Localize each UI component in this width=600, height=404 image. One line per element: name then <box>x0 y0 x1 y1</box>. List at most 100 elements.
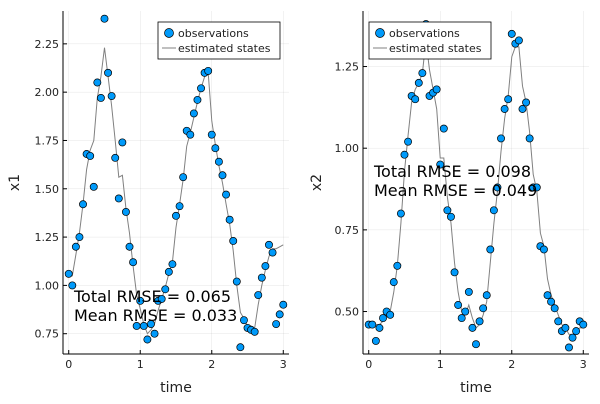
observation-point <box>107 92 116 100</box>
y-tick-label: 1.50 <box>35 183 60 196</box>
observation-point <box>68 281 77 290</box>
observation-point <box>368 320 377 329</box>
legend-observations-label: observations <box>389 27 460 40</box>
rmse-annotation: Total RMSE = 0.098 <box>373 162 531 181</box>
observation-point <box>147 320 155 328</box>
y-tick-label: 1.25 <box>335 61 360 74</box>
observation-point <box>75 233 84 242</box>
observation-point <box>561 323 570 332</box>
observation-point <box>539 245 548 254</box>
observation-point <box>472 340 480 349</box>
observation-point <box>257 273 266 282</box>
observation-point <box>86 151 95 160</box>
observation-point <box>275 310 284 319</box>
y-axis-label: x1 <box>7 174 23 191</box>
observation-point <box>143 335 152 344</box>
observation-point <box>186 130 195 139</box>
observation-point <box>493 183 502 192</box>
x-tick-label: 2 <box>508 358 515 371</box>
observation-point <box>375 323 384 332</box>
observation-point <box>96 94 105 102</box>
rmse-annotation: Mean RMSE = 0.033 <box>74 306 237 325</box>
observation-point <box>261 262 270 271</box>
observation-point <box>379 314 387 323</box>
x-tick-label: 1 <box>437 358 444 371</box>
observation-point <box>479 304 488 313</box>
observation-point <box>522 98 531 107</box>
observation-point <box>436 160 445 169</box>
observation-point <box>432 85 441 94</box>
observation-point <box>443 206 452 215</box>
observation-point <box>404 137 413 146</box>
observation-point <box>229 237 238 245</box>
observation-point <box>265 240 273 249</box>
observation-point <box>450 268 459 277</box>
observation-point <box>89 182 98 191</box>
observation-point <box>168 260 177 269</box>
observation-point <box>125 242 134 251</box>
observation-point <box>272 320 281 328</box>
observation-point <box>518 105 527 113</box>
observation-point <box>239 316 248 325</box>
legend-box <box>368 21 492 60</box>
observation-point <box>565 343 573 352</box>
observation-point <box>222 190 231 199</box>
legend-box <box>157 21 281 60</box>
y-axis-label: x2 <box>309 174 325 191</box>
y-tick-label: 1.00 <box>335 142 360 155</box>
observation-point <box>197 84 205 93</box>
observation-point <box>464 287 473 296</box>
legend-observations-marker <box>375 28 385 38</box>
observation-point <box>232 277 241 286</box>
y-tick-label: 1.25 <box>35 231 60 244</box>
y-tick-label: 2.00 <box>35 86 60 99</box>
observation-point <box>532 183 541 192</box>
observation-point <box>157 294 166 303</box>
y-tick-label: 0.75 <box>35 328 60 341</box>
rmse-annotation: Mean RMSE = 0.049 <box>374 181 537 200</box>
observation-point <box>111 153 120 162</box>
x-tick-label: 0 <box>65 358 72 371</box>
x-tick-label: 3 <box>580 358 587 371</box>
observation-point <box>525 134 534 143</box>
observation-point <box>179 173 188 182</box>
observation-point <box>279 300 288 309</box>
observation-point <box>497 134 505 143</box>
observation-point <box>236 343 245 352</box>
observation-point <box>543 291 552 300</box>
observation-point <box>414 78 423 87</box>
observation-point <box>386 310 395 319</box>
observation-point <box>164 267 173 276</box>
y-tick-label: 1.00 <box>35 279 60 292</box>
observation-point <box>129 258 138 267</box>
observation-point <box>547 297 556 306</box>
observation-point <box>104 68 113 77</box>
observation-point <box>418 69 427 78</box>
observation-point <box>457 314 466 323</box>
observation-point <box>400 150 409 159</box>
legend-observations-label: observations <box>178 27 249 40</box>
observation-point <box>439 124 448 133</box>
x-tick-label: 2 <box>208 358 215 371</box>
observation-point <box>396 209 405 218</box>
observation-point <box>114 194 123 203</box>
observation-point <box>554 317 563 326</box>
observation-point <box>189 109 198 118</box>
y-tick-label: 0.50 <box>335 306 360 319</box>
legend-estimated-label: estimated states <box>178 42 271 55</box>
observation-point <box>579 320 588 329</box>
observation-point <box>136 296 145 305</box>
observation-point <box>207 130 216 139</box>
observation-point <box>447 212 455 221</box>
x-axis-label: time <box>460 380 492 396</box>
observation-point <box>71 242 80 251</box>
legend-observations-marker <box>164 28 174 38</box>
observation-point <box>79 200 87 209</box>
observation-point <box>204 66 213 75</box>
observation-point <box>514 36 523 45</box>
observation-point <box>461 307 470 316</box>
rmse-annotation: Total RMSE = 0.065 <box>73 287 231 306</box>
observation-point <box>454 301 463 309</box>
observation-point <box>64 269 73 278</box>
